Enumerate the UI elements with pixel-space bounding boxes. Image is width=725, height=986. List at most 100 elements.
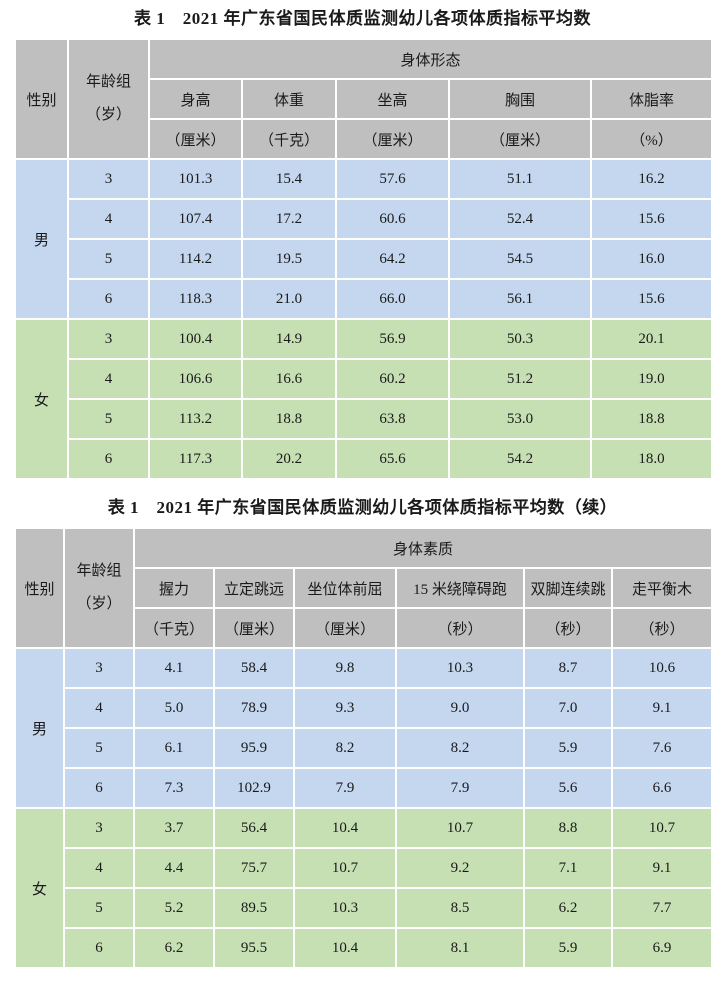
- value-cell: 8.7: [523, 647, 613, 689]
- value-cell: 118.3: [148, 278, 243, 320]
- header-age-group: 年龄组 （岁）: [63, 527, 135, 649]
- header-column-name: 身高: [148, 78, 243, 120]
- value-cell: 10.6: [610, 647, 714, 689]
- value-cell: 56.4: [213, 807, 295, 849]
- value-cell: 6.6: [610, 767, 714, 809]
- age-cell: 4: [63, 687, 135, 729]
- value-cell: 18.8: [589, 398, 714, 440]
- value-cell: 50.3: [448, 318, 592, 360]
- age-cell: 6: [63, 767, 135, 809]
- table-row: 男 3 4.1 58.4 9.8 10.3 8.7 10.6: [14, 647, 714, 809]
- value-cell: 7.9: [293, 767, 397, 809]
- value-cell: 4.4: [133, 847, 215, 889]
- header-column-unit: （千克）: [241, 118, 337, 160]
- value-cell: 6.1: [133, 727, 215, 769]
- header-column-name: 走平衡木: [610, 567, 714, 609]
- value-cell: 9.2: [395, 847, 525, 889]
- value-cell: 21.0: [241, 278, 337, 320]
- value-cell: 15.6: [589, 278, 714, 320]
- value-cell: 53.0: [448, 398, 592, 440]
- header-column-unit: （千克）: [133, 607, 215, 649]
- value-cell: 51.1: [448, 158, 592, 200]
- value-cell: 7.6: [610, 727, 714, 769]
- value-cell: 10.4: [293, 927, 397, 969]
- header-gender: 性别: [14, 527, 65, 649]
- header-age-group-line: 年龄组: [85, 74, 131, 90]
- value-cell: 4.1: [133, 647, 215, 689]
- value-cell: 8.5: [395, 887, 525, 929]
- value-cell: 8.2: [293, 727, 397, 769]
- value-cell: 10.3: [293, 887, 397, 929]
- value-cell: 101.3: [148, 158, 243, 200]
- value-cell: 16.0: [589, 238, 714, 280]
- header-column-name: 15 米绕障碍跑: [395, 567, 525, 609]
- value-cell: 54.5: [448, 238, 592, 280]
- table-row: 4 106.6 16.6 60.2 51.2 19.0: [15, 358, 714, 400]
- header-age-group-lines: 年龄组 （岁）: [66, 555, 132, 621]
- value-cell: 7.0: [523, 687, 613, 729]
- value-cell: 20.2: [241, 438, 337, 480]
- header-column-name: 坐高: [335, 78, 450, 120]
- value-cell: 8.1: [395, 927, 525, 969]
- value-cell: 65.6: [335, 438, 450, 480]
- value-cell: 17.2: [241, 198, 337, 240]
- gender-cell: 女: [14, 318, 69, 480]
- value-cell: 18.8: [241, 398, 337, 440]
- value-cell: 64.2: [335, 238, 450, 280]
- table-row: 6 117.3 20.2 65.6 54.2 18.0: [15, 438, 714, 480]
- header-column-unit: （秒）: [395, 607, 525, 649]
- value-cell: 5.0: [133, 687, 215, 729]
- header-column-unit: （厘米）: [293, 607, 397, 649]
- header-gender: 性别: [14, 38, 69, 160]
- header-column-name: 双脚连续跳: [523, 567, 613, 609]
- age-cell: 4: [67, 198, 150, 240]
- value-cell: 54.2: [448, 438, 592, 480]
- table1-caption: 表 1 2021 年广东省国民体质监测幼儿各项体质指标平均数: [134, 9, 591, 28]
- value-cell: 52.4: [448, 198, 592, 240]
- header-column-unit: （秒）: [523, 607, 613, 649]
- value-cell: 63.8: [335, 398, 450, 440]
- table-row: 4 5.0 78.9 9.3 9.0 7.0 9.1: [15, 687, 714, 729]
- value-cell: 10.7: [610, 807, 714, 849]
- value-cell: 10.3: [395, 647, 525, 689]
- header-category: 身体素质: [132, 527, 714, 569]
- table-row: 6 118.3 21.0 66.0 56.1 15.6: [15, 278, 714, 320]
- header-age-group-lines: 年龄组 （岁）: [70, 66, 147, 132]
- table-row: 5 6.1 95.9 8.2 8.2 5.9 7.6: [15, 727, 714, 769]
- value-cell: 3.7: [133, 807, 215, 849]
- value-cell: 58.4: [213, 647, 295, 689]
- value-cell: 10.4: [293, 807, 397, 849]
- header-column-name: 握力: [133, 567, 215, 609]
- table-row: 5 114.2 19.5 64.2 54.5 16.0: [15, 238, 714, 280]
- gender-cell: 男: [14, 158, 69, 320]
- value-cell: 9.1: [610, 847, 714, 889]
- value-cell: 117.3: [148, 438, 243, 480]
- header-column-unit: （厘米）: [148, 118, 243, 160]
- value-cell: 78.9: [213, 687, 295, 729]
- value-cell: 8.8: [523, 807, 613, 849]
- value-cell: 15.6: [589, 198, 714, 240]
- value-cell: 15.4: [241, 158, 337, 200]
- value-cell: 9.1: [610, 687, 714, 729]
- age-cell: 6: [67, 278, 150, 320]
- header-age-group: 年龄组 （岁）: [67, 38, 150, 160]
- value-cell: 8.2: [395, 727, 525, 769]
- age-cell: 5: [63, 887, 135, 929]
- header-column-name: 立定跳远: [213, 567, 295, 609]
- age-cell: 3: [63, 807, 135, 849]
- age-cell: 5: [63, 727, 135, 769]
- value-cell: 16.2: [589, 158, 714, 200]
- value-cell: 100.4: [148, 318, 243, 360]
- table-row: 6 7.3 102.9 7.9 7.9 5.6 6.6: [15, 767, 714, 809]
- age-cell: 4: [67, 358, 150, 400]
- value-cell: 10.7: [395, 807, 525, 849]
- header-age-group-line: 年龄组: [76, 563, 122, 579]
- value-cell: 75.7: [213, 847, 295, 889]
- value-cell: 19.5: [241, 238, 337, 280]
- value-cell: 7.3: [133, 767, 215, 809]
- value-cell: 95.5: [213, 927, 295, 969]
- header-age-group-line: （岁）: [76, 596, 122, 612]
- header-column-name: 体重: [241, 78, 337, 120]
- value-cell: 6.2: [523, 887, 613, 929]
- value-cell: 9.0: [395, 687, 525, 729]
